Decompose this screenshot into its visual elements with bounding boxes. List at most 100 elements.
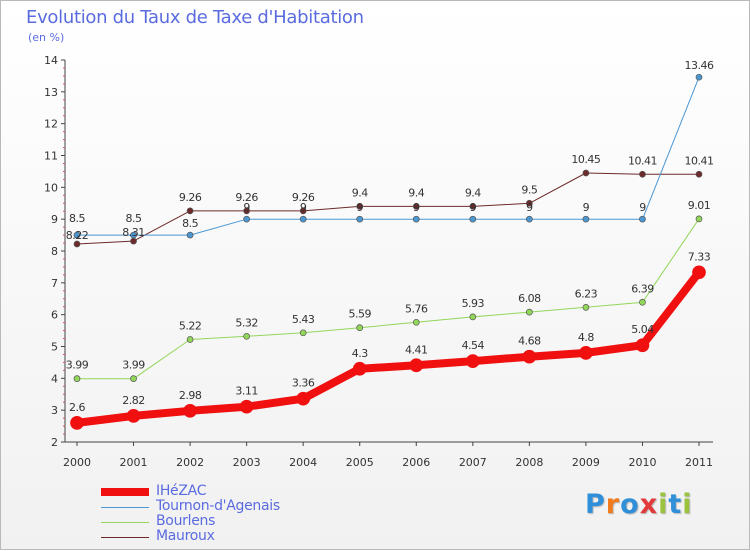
data-point	[70, 416, 84, 430]
data-point	[352, 361, 367, 376]
logo-letter: o	[620, 489, 640, 520]
chart-title: Evolution du Taux de Taxe d'Habitation	[26, 7, 364, 28]
y-tick-label: 3	[51, 404, 58, 417]
data-label: 9.26	[235, 191, 258, 204]
data-point	[579, 346, 593, 360]
x-tick-label: 2004	[289, 456, 317, 469]
data-label: 4.68	[518, 335, 541, 348]
data-label: 9	[639, 201, 646, 214]
series-line-2	[77, 218, 700, 380]
data-point	[356, 215, 364, 223]
data-point	[469, 203, 477, 210]
legend-swatch-bourlens	[101, 522, 149, 523]
data-label: 9	[243, 201, 250, 214]
data-label: 9	[583, 201, 590, 214]
legend-item-tournon: Tournon-d'Agenais	[101, 498, 361, 515]
legend-item-ihezac: IHéZAC	[101, 483, 361, 500]
data-point	[73, 375, 81, 383]
legend-label-tournon: Tournon-d'Agenais	[156, 498, 280, 514]
data-point	[582, 303, 590, 311]
data-label: 9.26	[292, 191, 315, 204]
data-point	[126, 409, 141, 423]
data-label: 5.22	[179, 319, 202, 332]
data-point	[582, 169, 590, 177]
data-point	[409, 358, 424, 373]
data-point	[639, 298, 646, 306]
data-label: 6.08	[518, 292, 541, 305]
x-tick-label: 2010	[628, 456, 656, 469]
data-label: 2.6	[69, 401, 85, 414]
data-point	[299, 215, 307, 223]
data-point	[465, 354, 480, 368]
y-tick-label: 5	[51, 341, 58, 354]
data-point	[186, 336, 194, 343]
x-tick-label: 2011	[685, 456, 713, 469]
legend-label-mauroux: Mauroux	[156, 528, 215, 544]
data-point	[412, 215, 420, 223]
data-label: 5.76	[405, 302, 428, 315]
y-tick-label: 8	[51, 245, 58, 258]
proxiti-logo: Proxiti	[585, 489, 693, 520]
data-label: 9.4	[408, 186, 424, 199]
data-label: 9	[413, 201, 420, 214]
data-label: 9.01	[688, 199, 711, 212]
legend-item-bourlens: Bourlens	[101, 513, 361, 530]
data-point	[692, 265, 706, 280]
data-point	[239, 399, 254, 414]
data-point	[639, 170, 646, 178]
data-point	[582, 215, 590, 223]
data-label: 5.43	[292, 313, 315, 326]
legend-label-bourlens: Bourlens	[156, 513, 216, 529]
data-point	[412, 318, 420, 326]
x-tick-label: 2006	[402, 456, 430, 469]
data-label: 5.93	[462, 297, 485, 310]
logo-letter: r	[605, 489, 621, 520]
data-label: 8.31	[122, 226, 145, 239]
data-label: 9.5	[521, 183, 537, 196]
data-point	[412, 203, 420, 210]
logo-letter: i	[658, 489, 669, 520]
x-tick-label: 2007	[459, 456, 487, 469]
data-point	[130, 375, 137, 383]
data-label: 9.26	[179, 191, 202, 204]
data-label: 7.33	[688, 250, 711, 263]
data-label: 8.5	[182, 217, 198, 230]
series-line-1	[77, 77, 700, 236]
legend-swatch-mauroux	[101, 537, 149, 538]
data-label: 9	[470, 201, 477, 214]
data-label: 3.36	[292, 377, 315, 390]
data-label: 9	[356, 201, 363, 214]
data-point	[639, 215, 646, 223]
data-label: 9	[300, 201, 307, 214]
data-label: 9	[526, 201, 533, 214]
data-point	[243, 215, 250, 223]
data-label: 6.23	[575, 287, 598, 300]
data-point	[299, 207, 307, 215]
data-label: 10.41	[628, 154, 657, 167]
legend-item-mauroux: Mauroux	[101, 528, 361, 545]
data-point	[356, 203, 364, 210]
data-point	[526, 215, 533, 223]
data-point	[526, 199, 533, 207]
logo-letter: P	[585, 489, 606, 520]
legend: IHéZAC Tournon-d'Agenais Bourlens Maurou…	[101, 483, 361, 545]
x-tick-label: 2003	[233, 456, 261, 469]
data-point	[183, 403, 197, 418]
data-point	[356, 324, 364, 332]
data-label: 8.5	[69, 212, 85, 225]
legend-label-ihezac: IHéZAC	[156, 483, 207, 499]
data-point	[635, 338, 650, 353]
data-label: 2.82	[122, 394, 145, 407]
x-tick-label: 2009	[572, 456, 600, 469]
logo-letter: i	[682, 489, 693, 520]
x-tick-label: 2000	[63, 456, 91, 469]
y-tick-label: 14	[44, 54, 58, 67]
data-label: 8.5	[126, 212, 142, 225]
x-tick-label: 2005	[346, 456, 374, 469]
data-point	[186, 207, 194, 215]
data-label: 4.54	[462, 339, 485, 352]
data-point	[186, 231, 194, 239]
data-label: 5.32	[235, 316, 258, 329]
